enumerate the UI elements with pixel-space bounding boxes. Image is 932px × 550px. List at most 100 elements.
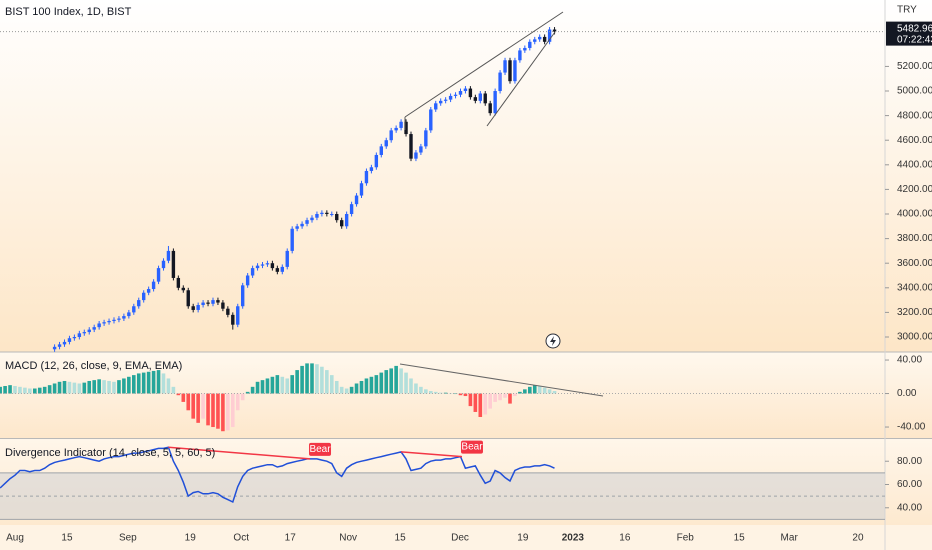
histogram-bar [166, 378, 171, 394]
histogram-bar [176, 393, 181, 396]
histogram-bar [250, 386, 255, 394]
pane-title: MACD (12, 26, close, 9, EMA, EMA) [5, 360, 182, 372]
candle-body [369, 167, 374, 171]
histogram-bar [13, 385, 17, 394]
pane-title: Divergence Indicator (14, close, 5, 5, 6… [5, 447, 215, 459]
candle-body [290, 228, 294, 251]
histogram-bar [463, 393, 468, 397]
candle-body [483, 93, 487, 104]
pane-title: BIST 100 Index, 1D, BIST [5, 6, 132, 18]
histogram-bar [310, 363, 314, 394]
candle-body [443, 99, 448, 101]
candle-body [493, 91, 497, 114]
candle-body [349, 204, 354, 215]
candle-body [463, 88, 468, 92]
candle-body [265, 263, 270, 265]
candle-body [270, 263, 275, 269]
icon-bolt[interactable] [550, 336, 556, 346]
y-tick-label: 3200.00 [897, 307, 932, 318]
histogram-bar [369, 376, 374, 394]
candle-body [117, 318, 121, 320]
y-tick-label: 3600.00 [897, 258, 932, 269]
histogram-bar [424, 389, 428, 394]
histogram-bar [87, 380, 92, 394]
candle-body [132, 306, 136, 313]
candle-body [176, 277, 181, 288]
histogram-bar [52, 383, 57, 394]
y-tick-label: 5200.00 [897, 61, 932, 72]
histogram-bar [394, 365, 398, 394]
candle-body [518, 50, 522, 61]
y-tick-label: 0.00 [897, 388, 917, 399]
candle-body [379, 146, 383, 155]
histogram-bar [122, 378, 126, 394]
histogram-bar [117, 380, 121, 394]
candle-body [478, 93, 482, 101]
x-tick-label: 19 [185, 533, 197, 544]
candle-body [448, 95, 453, 100]
candle-body [221, 302, 225, 309]
histogram-bar [270, 376, 275, 394]
histogram-bar [206, 393, 210, 426]
histogram-bar [488, 393, 492, 409]
histogram-bar [295, 370, 299, 394]
histogram-bar [493, 393, 497, 402]
histogram-bar [542, 387, 547, 394]
drawings [399, 11, 604, 397]
candle-body [112, 319, 116, 322]
candle-body [354, 195, 359, 205]
histogram-bar [156, 370, 161, 394]
x-tick-label: 15 [734, 533, 746, 544]
histogram-bar [191, 393, 195, 419]
histogram-bar [280, 376, 285, 394]
histogram-bar [3, 385, 7, 394]
histogram-bar [399, 368, 403, 394]
x-tick-label: Dec [451, 533, 469, 544]
indicator-line [0, 446, 555, 504]
divergence-label: Bear [309, 444, 331, 455]
histogram-bar [28, 388, 32, 394]
candle-body [72, 336, 77, 339]
x-tick-label: Sep [119, 533, 137, 544]
histogram-bar [433, 391, 438, 394]
candle-body [434, 103, 438, 110]
candle-body [141, 292, 146, 301]
divergence-tag [460, 440, 483, 454]
histogram-bar [127, 376, 131, 394]
candle-body [315, 214, 319, 218]
histogram-bar [102, 380, 106, 394]
candle-body [161, 260, 166, 269]
candle-body [211, 300, 215, 304]
histogram-bar [428, 391, 433, 394]
histogram-bar [389, 368, 393, 394]
candle-body [255, 265, 260, 269]
x-tick-label: Mar [781, 533, 799, 544]
histogram-bar [305, 363, 309, 394]
candle-body [226, 308, 230, 315]
histogram-bar [334, 380, 339, 394]
candle-body [236, 306, 240, 325]
candle-body [97, 323, 101, 328]
histogram-bar [216, 393, 220, 429]
x-tick-label: 2023 [562, 533, 585, 544]
candle-body [87, 329, 91, 333]
histogram-bar [523, 389, 527, 394]
y-tick-label: 3400.00 [897, 282, 932, 293]
replay-icon[interactable] [545, 333, 561, 349]
histogram-bar [62, 380, 67, 394]
histogram-bar [181, 393, 186, 402]
histogram-bar [285, 378, 290, 394]
histogram-bar [235, 393, 240, 411]
divergence-line [168, 446, 311, 460]
candle-body [394, 127, 398, 131]
y-tick-label: 3000.00 [897, 332, 932, 343]
candle-body [245, 275, 250, 286]
histogram-bar [196, 393, 200, 423]
pane-plot [0, 363, 557, 432]
candle-body [127, 312, 131, 317]
histogram-bar [498, 393, 502, 401]
histogram-bar [42, 386, 47, 394]
histogram-bar [240, 393, 245, 401]
histogram-bar [260, 380, 265, 394]
